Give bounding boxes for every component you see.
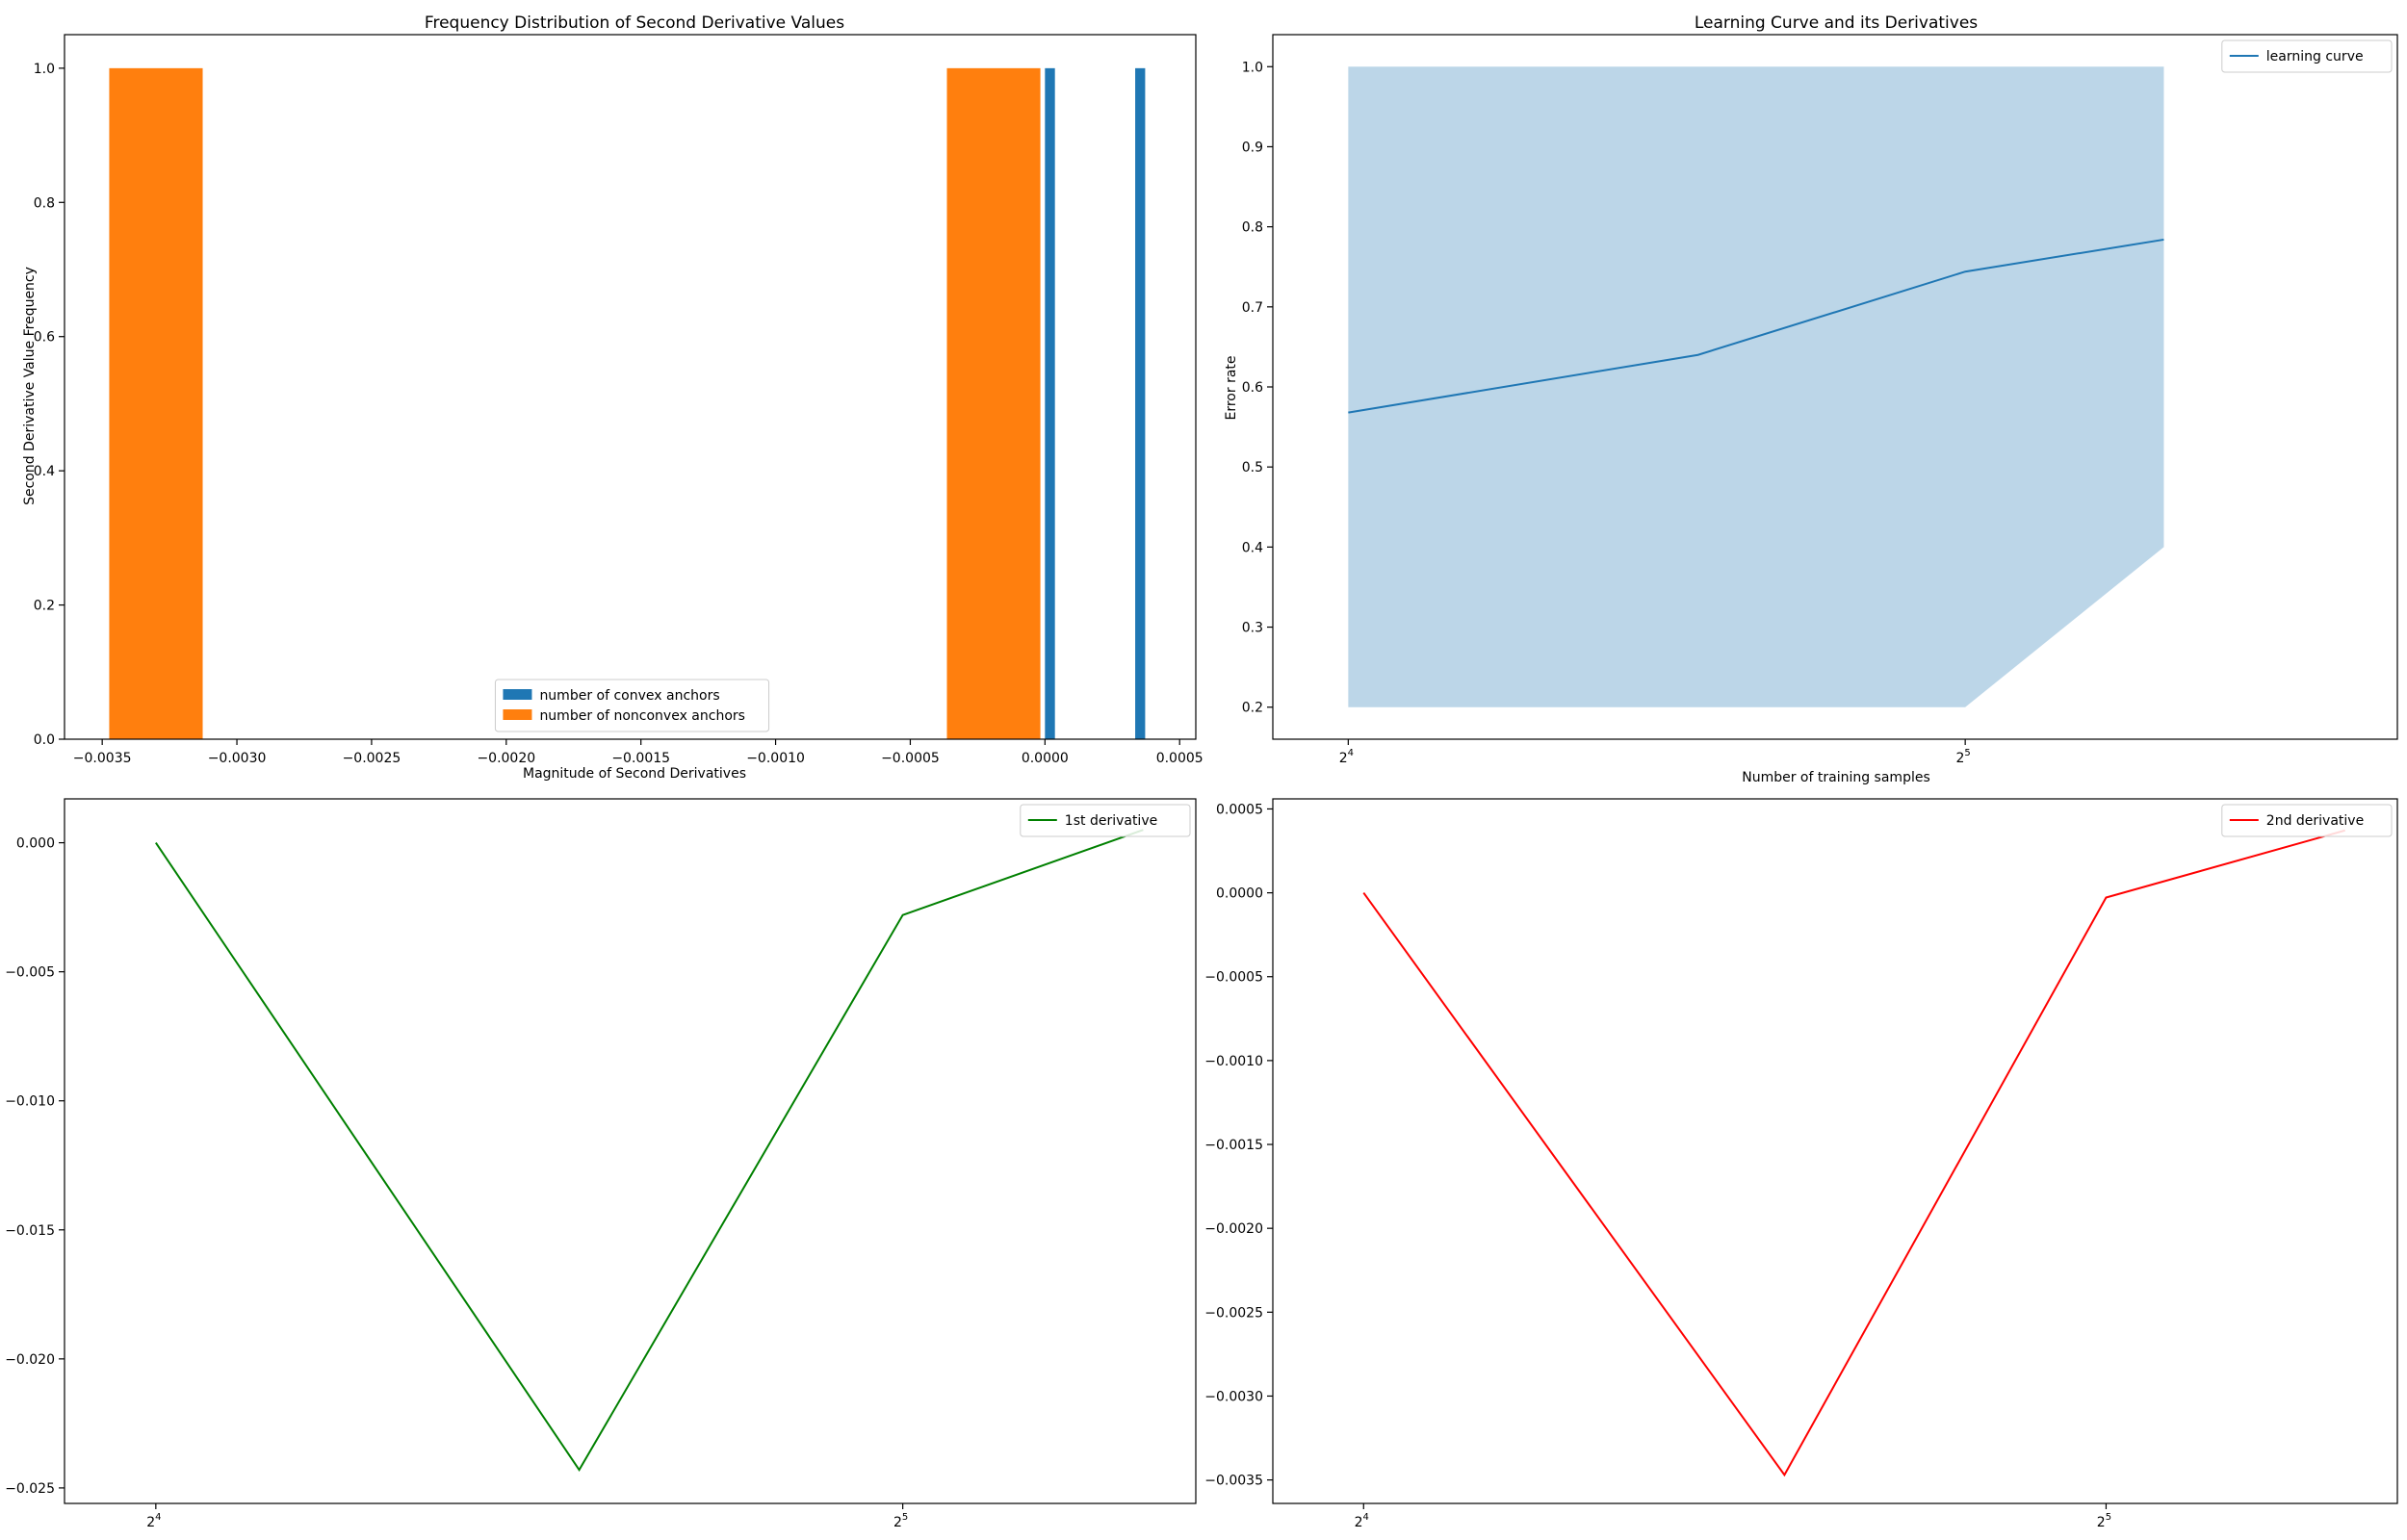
- y-tick-label: −0.0030: [1204, 1389, 1263, 1404]
- y-tick-label: 0.3: [1242, 621, 1263, 636]
- second-derivative-line: [1362, 829, 2345, 1477]
- x-tick-label-exponent: 5: [1964, 748, 1970, 758]
- x-tick-label: −0.0030: [208, 751, 267, 766]
- x-tick-label-base: 2: [893, 1515, 902, 1530]
- x-tick-label-base: 2: [1339, 751, 1348, 766]
- y-tick-label: 0.5: [1242, 460, 1263, 475]
- x-tick-label: 24: [1355, 1512, 1369, 1530]
- first-derivative-panel: 24 250.000−0.005−0.010−0.015−0.020−0.0251…: [5, 798, 1197, 1530]
- legend: number of convex anchors number of noncon…: [494, 679, 770, 732]
- x-tick-label: 0.0000: [1022, 751, 1069, 766]
- y-tick-label: 0.2: [34, 599, 55, 614]
- y-tick-label: −0.005: [5, 965, 55, 981]
- x-tick-label-exponent: 4: [155, 1512, 161, 1523]
- y-tick-label: −0.025: [5, 1481, 55, 1497]
- legend: learning curve: [2221, 39, 2393, 73]
- y-tick-label: 0.0: [34, 732, 55, 748]
- y-tick-label: 0.8: [1242, 220, 1263, 236]
- x-tick-label-exponent: 4: [1348, 748, 1354, 758]
- learning-curve-y-axis-label: Error rate: [1224, 355, 1239, 420]
- y-tick-label: 0.0005: [1216, 802, 1263, 817]
- x-tick-label: 24: [1339, 748, 1354, 766]
- x-tick-label: −0.0025: [343, 751, 401, 766]
- first-derivative-line: [155, 829, 1144, 1473]
- y-tick-label: −0.0035: [1204, 1474, 1263, 1489]
- y-tick-label: −0.0010: [1204, 1054, 1263, 1069]
- y-tick-label: −0.0015: [1204, 1138, 1263, 1153]
- legend: 1st derivative: [1020, 804, 1191, 837]
- y-tick-label: 0.6: [1242, 380, 1263, 396]
- y-tick-label: −0.0005: [1204, 970, 1263, 986]
- x-tick-label: −0.0020: [477, 751, 535, 766]
- learning-curve-x-axis-label: Number of training samples: [1742, 770, 1930, 785]
- learning-curve-line: [1348, 238, 2164, 414]
- x-tick-label: −0.0015: [611, 751, 670, 766]
- x-tick-label: −0.0035: [73, 751, 132, 766]
- y-tick-label: 0.9: [1242, 140, 1263, 155]
- y-tick-label: 0.8: [34, 195, 55, 211]
- y-tick-label: 0.7: [1242, 300, 1263, 316]
- legend-box: [2221, 39, 2393, 73]
- nonconvex-anchor-bar: [109, 67, 203, 740]
- legend-box: [2221, 804, 2393, 837]
- histogram-x-axis-label: Magnitude of Second Derivatives: [523, 766, 746, 782]
- y-tick-label: 0.4: [1242, 540, 1263, 555]
- legend-entry: 2nd derivative: [2266, 813, 2364, 829]
- histogram-y-axis-label: Second Derivative Value Frequency: [22, 267, 38, 505]
- x-tick-label: 0.0005: [1156, 751, 1204, 766]
- x-tick-label-base: 2: [146, 1515, 155, 1530]
- error-band: [1348, 66, 2164, 707]
- y-tick-label: 0.6: [34, 330, 55, 346]
- x-tick-label: 24: [146, 1512, 161, 1530]
- legend: 2nd derivative: [2221, 804, 2393, 837]
- histogram-panel: Frequency Distribution of Second Derivat…: [22, 13, 1204, 782]
- axes-frame: [64, 798, 1197, 1504]
- y-tick-label: 0.000: [16, 836, 55, 852]
- x-tick-label-base: 2: [2097, 1515, 2106, 1530]
- x-tick-label: 25: [2097, 1512, 2111, 1530]
- nonconvex-anchor-bar: [946, 67, 1041, 740]
- x-tick-label: 25: [893, 1512, 908, 1530]
- convex-anchor-bar: [1045, 67, 1055, 740]
- x-tick-label: −0.0005: [881, 751, 940, 766]
- legend-entry: learning curve: [2266, 49, 2364, 64]
- y-tick-label: −0.015: [5, 1223, 55, 1239]
- y-tick-label: −0.010: [5, 1094, 55, 1110]
- legend-entry: number of convex anchors: [539, 688, 719, 704]
- convex-anchor-bar: [1135, 67, 1146, 740]
- axes-frame: [1272, 798, 2398, 1504]
- x-tick-label-exponent: 5: [902, 1512, 908, 1523]
- y-tick-label: 1.0: [34, 62, 55, 77]
- x-tick-label: 25: [1956, 748, 1971, 766]
- learning-curve-title: Learning Curve and its Derivatives: [1695, 13, 1978, 33]
- y-tick-label: 0.4: [34, 464, 55, 479]
- y-tick-label: −0.0020: [1204, 1221, 1263, 1237]
- y-tick-label: 1.0: [1242, 60, 1263, 75]
- x-tick-label-base: 2: [1956, 751, 1965, 766]
- y-tick-label: 0.2: [1242, 701, 1263, 716]
- learning-curve-panel: Learning Curve and its Derivatives Numbe…: [1224, 13, 2398, 785]
- legend-entry: 1st derivative: [1065, 813, 1157, 829]
- legend-entry: number of nonconvex anchors: [539, 708, 745, 724]
- x-tick-label-base: 2: [1355, 1515, 1363, 1530]
- legend-swatch: [503, 709, 532, 720]
- x-tick-label-exponent: 5: [2106, 1512, 2111, 1523]
- x-tick-label: −0.0010: [746, 751, 805, 766]
- histogram-title: Frequency Distribution of Second Derivat…: [425, 13, 844, 33]
- legend-box: [494, 679, 770, 732]
- legend-box: [1020, 804, 1191, 837]
- axes-frame: [64, 34, 1197, 740]
- y-tick-label: −0.0025: [1204, 1305, 1263, 1321]
- x-tick-label-exponent: 4: [1363, 1512, 1369, 1523]
- second-derivative-panel: 24 250.00050.0000−0.0005−0.0010−0.0015−0.…: [1204, 798, 2398, 1530]
- legend-swatch: [503, 689, 532, 700]
- y-tick-label: −0.020: [5, 1352, 55, 1368]
- y-tick-label: 0.0000: [1216, 886, 1263, 902]
